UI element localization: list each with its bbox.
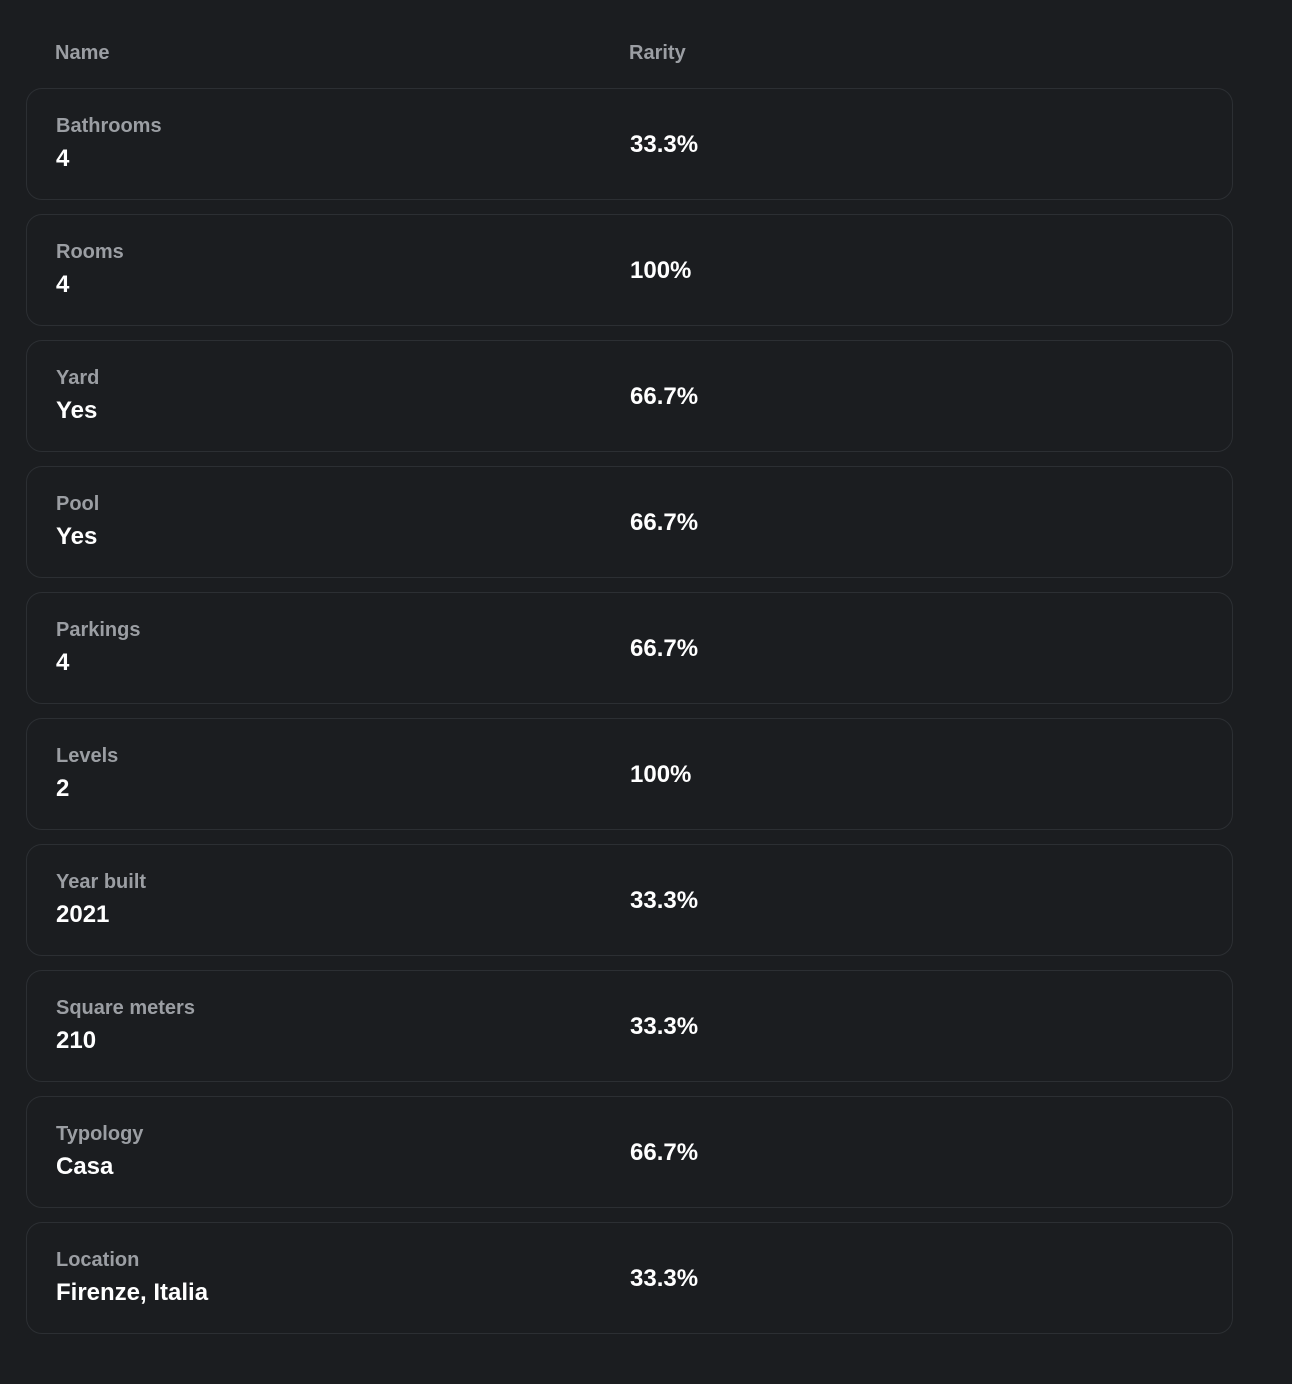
- trait-value: 4: [56, 145, 70, 172]
- trait-type: Yard: [56, 367, 100, 389]
- table-row: Rooms 4 100%: [26, 214, 1233, 326]
- trait-rarity: 66.7%: [630, 509, 699, 536]
- trait-rarity: 66.7%: [630, 635, 699, 662]
- table-header: Name Rarity: [26, 0, 1233, 88]
- trait-rarity: 66.7%: [630, 1139, 699, 1166]
- table-row: Square meters 210 33.3%: [26, 970, 1233, 1082]
- table-row: Pool Yes 66.7%: [26, 466, 1233, 578]
- trait-type: Parkings: [56, 619, 141, 641]
- column-header-name: Name: [55, 42, 110, 64]
- table-rows: Bathrooms 4 33.3% Rooms 4 100% Yard Yes …: [26, 88, 1233, 1334]
- trait-rarity: 33.3%: [630, 887, 699, 914]
- table-row: Yard Yes 66.7%: [26, 340, 1233, 452]
- trait-value: 4: [56, 271, 70, 298]
- trait-rarity: 100%: [630, 761, 692, 788]
- trait-value: Yes: [56, 397, 98, 424]
- table-row: Location Firenze, Italia 33.3%: [26, 1222, 1233, 1334]
- trait-value: Firenze, Italia: [56, 1279, 209, 1306]
- table-row: Bathrooms 4 33.3%: [26, 88, 1233, 200]
- trait-type: Location: [56, 1249, 140, 1271]
- trait-type: Bathrooms: [56, 115, 162, 137]
- trait-rarity: 33.3%: [630, 131, 699, 158]
- trait-type: Pool: [56, 493, 100, 515]
- trait-rarity: 66.7%: [630, 383, 699, 410]
- trait-type: Square meters: [56, 997, 195, 1019]
- trait-value: 210: [56, 1027, 97, 1054]
- trait-type: Year built: [56, 871, 147, 893]
- trait-rarity: 33.3%: [630, 1013, 699, 1040]
- trait-value: Casa: [56, 1153, 114, 1180]
- table-row: Typology Casa 66.7%: [26, 1096, 1233, 1208]
- trait-rarity: 33.3%: [630, 1265, 699, 1292]
- column-header-rarity: Rarity: [629, 42, 686, 64]
- table-row: Parkings 4 66.7%: [26, 592, 1233, 704]
- trait-type: Typology: [56, 1123, 144, 1145]
- traits-table: Name Rarity Bathrooms 4 33.3% Rooms 4 10…: [26, 0, 1233, 1334]
- trait-value: 4: [56, 649, 70, 676]
- trait-type: Levels: [56, 745, 119, 767]
- trait-value: 2: [56, 775, 70, 802]
- table-row: Year built 2021 33.3%: [26, 844, 1233, 956]
- trait-value: Yes: [56, 523, 98, 550]
- trait-value: 2021: [56, 901, 110, 928]
- table-row: Levels 2 100%: [26, 718, 1233, 830]
- trait-rarity: 100%: [630, 257, 692, 284]
- trait-type: Rooms: [56, 241, 124, 263]
